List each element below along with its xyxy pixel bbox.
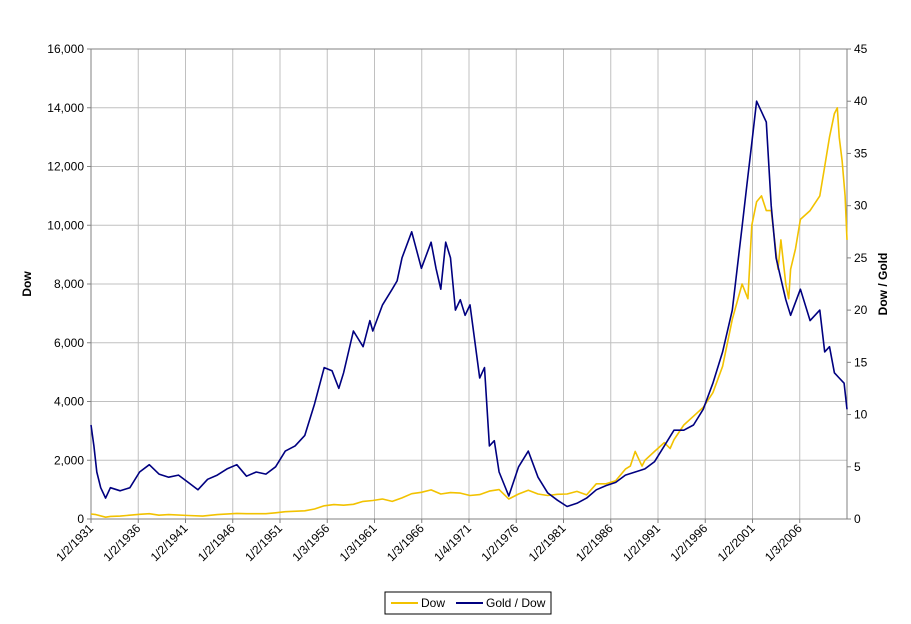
y-tick-label: 2,000 [54,453,84,467]
x-tick-label: 1/2/1986 [573,521,616,564]
gridlines [91,49,847,519]
y2-tick-label: 35 [854,146,868,160]
x-tick-label: 1/3/2006 [762,521,805,564]
x-tick-label: 1/3/1961 [337,521,380,564]
x-axis-ticks: 1/2/1931 1/2/1936 1/2/1941 1/2/1946 1/2/1951… [53,519,805,564]
legend-label-dow: Dow [421,596,445,610]
x-tick-label: 1/2/1951 [242,521,285,564]
y-tick-label: 16,000 [47,42,84,56]
x-tick-label: 1/2/1981 [526,521,569,564]
y2-tick-label: 0 [854,512,861,526]
y-axis-title: Dow [20,271,34,297]
right-axis-ticks: 0 5 10 15 20 25 30 35 40 45 [847,42,868,526]
series-line-gold-dow [90,100,848,508]
series-line-dow [90,107,848,519]
y-tick-label: 12,000 [47,160,84,174]
y2-tick-label: 15 [854,355,868,369]
x-tick-label: 1/2/1941 [148,521,191,564]
x-tick-label: 1/3/1966 [384,521,427,564]
x-tick-label: 1/4/1971 [431,521,474,564]
y-tick-label: 6,000 [54,336,84,350]
x-tick-label: 1/2/1996 [667,521,710,564]
series-layer [90,100,848,519]
x-tick-label: 1/3/1956 [289,521,332,564]
y2-tick-label: 25 [854,251,868,265]
x-tick-label: 1/2/1976 [478,521,521,564]
x-tick-label: 1/2/2001 [715,521,758,564]
x-tick-label: 1/2/1936 [100,521,143,564]
legend-label-gold-dow: Gold / Dow [486,596,546,610]
legend: Dow Gold / Dow [384,591,552,615]
y2-axis-title: Dow / Gold [876,253,890,316]
y2-tick-label: 10 [854,408,868,422]
x-tick-label: 1/2/1991 [620,521,663,564]
y2-tick-label: 40 [854,94,868,108]
x-tick-label: 1/2/1931 [53,521,96,564]
y2-tick-label: 30 [854,199,868,213]
y-tick-label: 10,000 [47,218,84,232]
y-tick-label: 0 [77,512,84,526]
y-tick-label: 14,000 [47,101,84,115]
y-tick-label: 4,000 [54,395,84,409]
y-tick-label: 8,000 [54,277,84,291]
y2-tick-label: 45 [854,42,868,56]
y2-tick-label: 20 [854,303,868,317]
y2-tick-label: 5 [854,460,861,474]
x-tick-label: 1/2/1946 [195,521,238,564]
left-axis-ticks: 0 2,000 4,000 6,000 8,000 10,000 12,000 14,000 1… [47,42,91,526]
